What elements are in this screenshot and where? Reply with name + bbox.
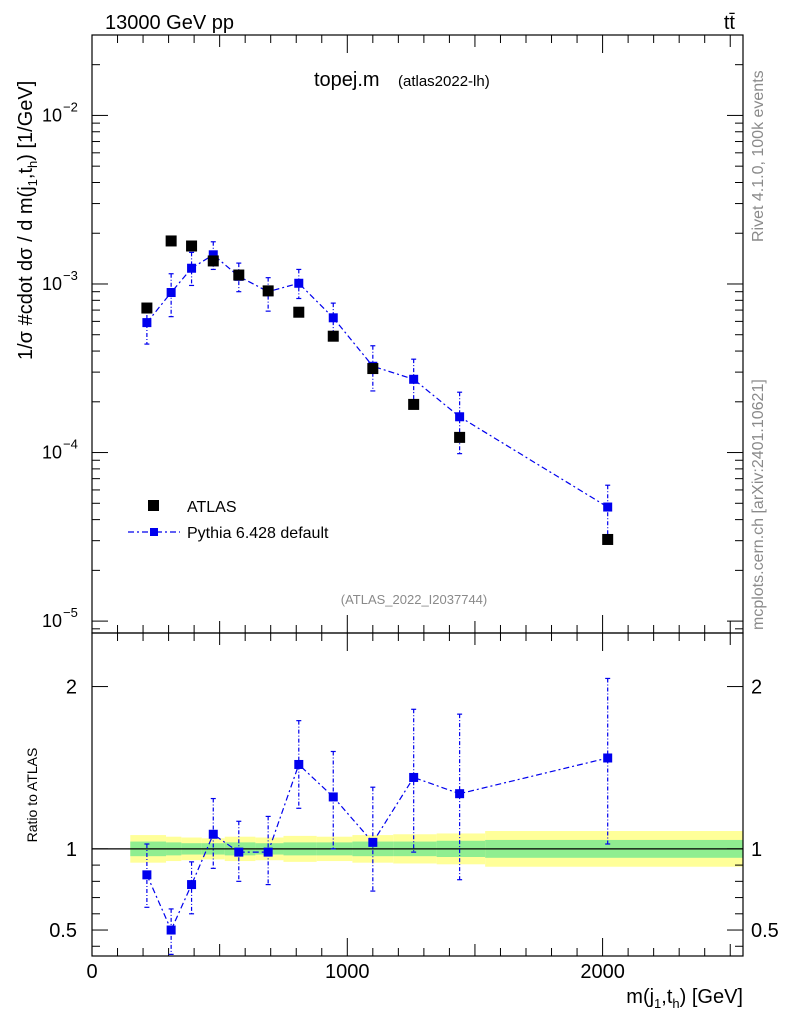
pythia-ratio-point: [208, 829, 218, 839]
main-y-tick-label-base: 10: [42, 443, 62, 463]
watermark-label: (ATLAS_2022_I2037744): [341, 592, 487, 607]
pythia-series-main: [142, 241, 613, 537]
pythia-point: [455, 412, 465, 422]
atlas-point: [141, 302, 153, 314]
main-y-axis-label-mid: ,t: [15, 168, 37, 180]
main-y-tick-label-base: 10: [42, 611, 62, 631]
pythia-line: [146, 254, 609, 508]
ratio-panel-frame: [91, 632, 744, 957]
pythia-ratio-point: [328, 792, 338, 802]
main-y-tick-label-exp: −2: [63, 99, 78, 114]
main-y-tick-label-exp: −3: [63, 268, 78, 283]
atlas-point: [454, 431, 466, 443]
legend-pythia-label: Pythia 6.428 default: [187, 525, 329, 542]
main-panel-frame: [91, 34, 744, 634]
main-y-tick-label: 10: [42, 443, 62, 463]
ratio-y-tick-label: 2: [66, 677, 77, 699]
x-axis-label: m(j1,th) [GeV]: [626, 986, 743, 1011]
process-label: tt̄: [724, 12, 736, 34]
main-y-axis-label-sub1: 1: [25, 179, 40, 186]
main-y-tick-label-base: 10: [42, 105, 62, 125]
energy-label: 13000 GeV pp: [105, 12, 234, 34]
main-panel: 10−210−310−410−5 topej.m (atlas2022-lh) …: [15, 34, 744, 634]
pythia-ratio-point: [294, 759, 304, 769]
main-y-tick-labels: 10−210−310−410−5: [42, 99, 78, 631]
x-axis-label-pre: m(j: [626, 986, 654, 1008]
pythia-series-ratio: [142, 677, 613, 955]
atlas-point: [408, 398, 420, 410]
legend-atlas-label: ATLAS: [187, 499, 237, 516]
ratio-y-tick-label: 1: [66, 839, 77, 861]
atlas-point: [367, 363, 379, 375]
x-axis-label-sub1: 1: [654, 996, 661, 1011]
ratio-y-tick-label: 0.5: [49, 920, 77, 942]
pythia-point: [294, 278, 304, 288]
legend: ATLAS Pythia 6.428 default: [128, 499, 329, 542]
x-axis-label-sub2: h: [672, 996, 679, 1011]
ratio-ticks: [91, 633, 743, 956]
pythia-ratio-point: [142, 870, 152, 880]
main-y-axis-label: 1/σ #cdot dσ / d m(j1,th) [1/GeV]: [15, 81, 40, 360]
ratio-y-tick-label-right: 2: [751, 677, 762, 699]
legend-pythia-marker: [150, 528, 158, 536]
x-tick-label: 0: [86, 961, 97, 983]
x-tick-label: 1000: [325, 961, 370, 983]
pythia-ratio-point: [409, 772, 419, 782]
main-y-axis-label-sub2: h: [25, 161, 40, 168]
pythia-ratio-point: [368, 837, 378, 847]
pythia-ratio-point: [187, 880, 197, 890]
atlas-point: [602, 533, 614, 545]
pythia-point: [166, 288, 176, 298]
legend-atlas-marker: [148, 500, 159, 511]
source-label: mcplots.cern.ch [arXiv:2401.10621]: [750, 379, 767, 630]
x-axis-label-post: ) [GeV]: [680, 986, 743, 1008]
main-y-tick-label-exp: −4: [63, 437, 78, 452]
main-title: topej.m: [314, 69, 380, 91]
pythia-point: [187, 263, 197, 273]
main-y-axis-label-pre: 1/σ #cdot dσ / d m(j: [15, 186, 37, 360]
x-tick-label: 2000: [580, 961, 625, 983]
atlas-point: [165, 235, 177, 247]
atlas-point: [186, 240, 198, 252]
atlas-point: [233, 269, 245, 281]
ratio-y-axis-label: Ratio to ATLAS: [24, 748, 40, 843]
pythia-point: [603, 502, 613, 512]
atlas-point: [207, 255, 219, 267]
ratio-tick-labels: 2 2 1 1 0.5 0.5 0 1000 2000: [49, 677, 779, 983]
main-y-tick-label: 10: [42, 611, 62, 631]
ratio-y-tick-label-right: 0.5: [751, 920, 779, 942]
ratio-panel: 2 21 10.5 0.50 1000 2000 Ratio to ATLAS m(j1,…: [24, 632, 779, 1011]
pythia-ratio-line: [146, 757, 608, 932]
main-y-tick-label-base: 10: [42, 274, 62, 294]
main-y-tick-label: 10: [42, 105, 62, 125]
pythia-point: [142, 318, 152, 328]
main-subtitle: (atlas2022-lh): [398, 73, 490, 90]
main-minor-ticks: [91, 34, 743, 633]
atlas-point: [293, 306, 305, 318]
pythia-ratio-point: [263, 847, 273, 857]
rivet-version-label: Rivet 4.1.0, 100k events: [750, 70, 767, 242]
atlas-point: [327, 330, 339, 342]
pythia-ratio-point: [603, 753, 613, 763]
x-axis-label-mid: ,t: [661, 986, 673, 1008]
main-y-tick-label: 10: [42, 274, 62, 294]
main-y-tick-label-exp: −5: [63, 605, 78, 620]
pythia-point: [328, 313, 338, 323]
pythia-point: [409, 374, 419, 384]
pythia-ratio-point: [455, 789, 465, 799]
pythia-ratio-point: [166, 925, 176, 935]
main-y-axis-label-post: ) [1/GeV]: [15, 81, 37, 161]
atlas-point: [262, 285, 274, 297]
atlas-series-main: [141, 235, 614, 545]
ratio-y-tick-label-right: 1: [751, 839, 762, 861]
pythia-ratio-point: [234, 847, 244, 857]
pythia-point: [208, 250, 218, 260]
